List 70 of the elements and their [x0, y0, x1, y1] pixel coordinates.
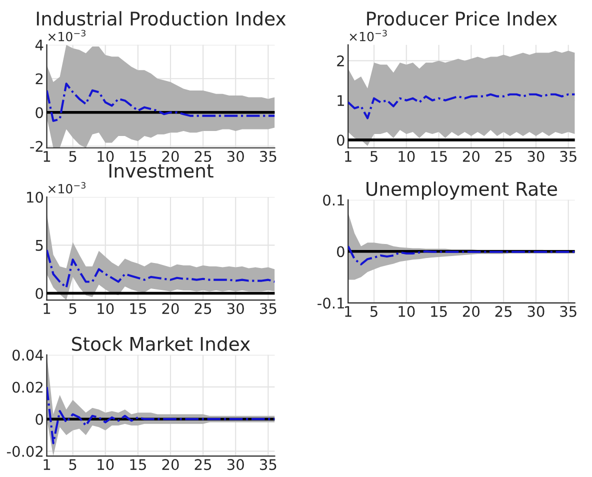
x-tick-label: 25 — [194, 150, 212, 162]
x-tick-label: 30 — [528, 150, 544, 162]
x-tick-label: 20 — [462, 306, 480, 317]
x-tick-label: 35 — [560, 306, 576, 317]
x-tick-label: 25 — [495, 306, 512, 317]
x-tick-label: 35 — [560, 150, 576, 162]
x-tick-label: 1 — [44, 459, 50, 470]
text: ×10$^{−3}$ — [350, 30, 387, 42]
x-tick-label: 5 — [370, 151, 378, 162]
line-series — [348, 245, 575, 266]
x-tick-label: 1 — [44, 151, 50, 162]
y-tick-label: 0.1 — [323, 194, 344, 206]
x-tick-label: 25 — [194, 459, 212, 470]
x-tick-label: 10 — [98, 150, 114, 162]
line-series — [348, 93, 575, 120]
x-tick-label: 1 — [345, 306, 352, 317]
x-tick-label: 20 — [162, 150, 179, 162]
y-tick-label: 0.02 — [12, 382, 43, 393]
x-tick-label: 20 — [162, 459, 179, 470]
y-tick-label: 0 — [337, 134, 344, 146]
y-tick-label: 2 — [337, 55, 344, 66]
chart-title: Unemployment Rate — [366, 181, 557, 200]
x-tick-label: 15 — [431, 306, 447, 317]
y-tick-label: 0 — [36, 288, 44, 300]
x-tick-label: 35 — [260, 150, 276, 162]
y-tick-label: 10 — [27, 192, 44, 203]
x-tick-label: 5 — [69, 303, 76, 314]
x-tick-label: 1 — [44, 303, 50, 314]
x-tick-label: 15 — [130, 151, 146, 162]
x-tick-label: 25 — [495, 150, 512, 162]
y-tick-label: 0 — [337, 246, 344, 258]
x-tick-label: 30 — [227, 150, 244, 162]
y-tick-label: 0.04 — [12, 350, 44, 361]
x-tick-label: 30 — [227, 303, 244, 314]
line-series — [46, 82, 275, 122]
x-tick-label: 15 — [431, 151, 447, 162]
x-tick-label: 10 — [398, 150, 415, 162]
x-tick-label: 5 — [370, 306, 378, 317]
y-tick-label: 0 — [36, 107, 44, 118]
line-series — [46, 248, 275, 289]
text: ×10$^{−3}$ — [48, 30, 86, 42]
y-tick-label: 0 — [36, 414, 44, 425]
x-tick-label: 10 — [98, 303, 114, 314]
chart-title: Producer Price Index — [367, 11, 558, 26]
chart-title: Investment — [109, 164, 214, 178]
x-tick-label: 30 — [528, 306, 544, 317]
x-tick-label: 10 — [398, 306, 415, 317]
x-tick-label: 35 — [260, 303, 276, 314]
y-tick-label: -0.1 — [318, 298, 344, 309]
x-tick-label: 25 — [194, 303, 212, 314]
line-series — [46, 386, 275, 444]
y-tick-label: 2 — [36, 73, 43, 84]
x-tick-label: 1 — [345, 151, 352, 162]
x-tick-label: 10 — [98, 459, 114, 470]
y-tick-label: 5 — [36, 240, 43, 251]
x-tick-label: 5 — [69, 151, 76, 162]
x-tick-label: 15 — [130, 459, 146, 470]
x-tick-label: 20 — [162, 303, 179, 314]
chart-title: Industrial Production Index — [36, 11, 286, 26]
x-tick-label: 35 — [260, 459, 276, 470]
x-tick-label: 15 — [130, 303, 146, 314]
x-tick-label: 5 — [69, 459, 76, 470]
text: ×10$^{−3}$ — [48, 182, 86, 194]
y-tick-label: -2 — [30, 140, 43, 152]
x-tick-label: 30 — [227, 459, 244, 470]
y-tick-label: 1 — [338, 95, 344, 106]
x-tick-label: 20 — [462, 150, 480, 162]
chart-title: Stock Market Index — [72, 336, 250, 351]
y-tick-label: 4 — [35, 40, 44, 50]
y-tick-label: -0.02 — [6, 446, 43, 457]
